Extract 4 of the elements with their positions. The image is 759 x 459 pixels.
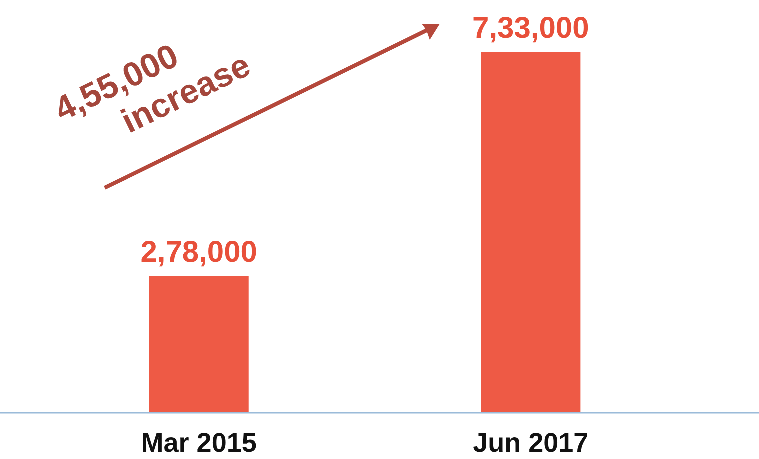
data-label: 2,78,000 (140, 236, 258, 270)
x-tick-label: Mar 2015 (141, 428, 257, 458)
x-tick-label: Jun 2017 (473, 428, 589, 458)
data-label: 7,33,000 (472, 12, 590, 45)
